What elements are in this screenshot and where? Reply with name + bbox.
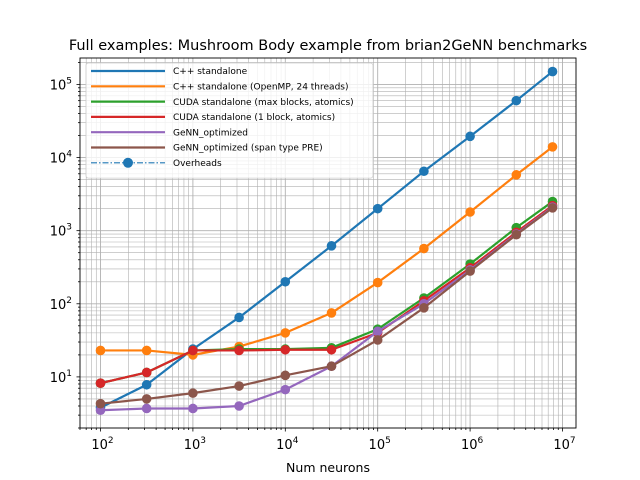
x-tick-label: 103 [184,436,206,453]
data-point [326,241,337,251]
data-point [141,394,152,404]
data-point [372,335,383,345]
data-point [372,326,383,337]
data-point [547,66,558,77]
y-tick-label: 104 [50,150,73,167]
data-point [188,388,198,398]
data-point [141,379,152,390]
data-point [234,312,244,323]
data-point [141,403,152,414]
x-tick-label: 102 [91,436,113,453]
series-layer [95,66,558,416]
x-axis-label: Num neurons [286,460,370,475]
legend-label: GeNN_optimized (span type PRE) [173,144,323,154]
data-point [419,303,429,313]
legend-label: C++ standalone (OpenMP, 24 threads) [173,83,348,93]
data-point [326,344,337,355]
data-point [465,266,475,276]
legend-label: C++ standalone [173,67,248,77]
data-point [95,378,106,388]
data-point [234,345,244,356]
x-tick-label: 104 [276,436,299,453]
data-point [280,328,291,338]
legend-label: CUDA standalone (1 block, atomics) [173,113,335,123]
data-point [280,384,291,395]
x-tick-label: 105 [369,436,391,453]
legend-label: Overheads [173,159,222,169]
data-point [95,398,106,409]
data-point [547,203,558,213]
data-point [280,276,291,287]
ticks: 102 103 104 105 106 107 101 102 103 104 105 [50,62,576,453]
data-point [280,370,291,381]
data-point [141,345,152,356]
legend: C++ standalone C++ standalone (OpenMP, 24… [85,62,374,179]
x-tick-label: 106 [461,436,484,453]
data-point [326,308,337,318]
data-point [141,367,152,378]
x-tick-label: 107 [553,436,575,453]
y-tick-label: 101 [50,369,72,386]
data-point [280,344,291,355]
data-point [511,170,522,180]
legend-marker [123,157,133,168]
data-point [511,95,522,106]
y-tick-label: 103 [50,223,72,240]
data-point [547,142,558,152]
data-point [234,381,244,391]
series-group [95,203,558,409]
data-point [511,229,522,240]
data-point [465,131,475,142]
y-tick-label: 105 [50,76,72,93]
data-point [188,403,198,414]
data-point [234,401,244,411]
legend-box [85,62,374,179]
plot-frame [79,57,577,429]
data-point [95,345,106,356]
y-tick-label: 102 [50,296,72,313]
data-point [465,207,475,217]
data-point [188,345,198,356]
data-point [419,243,429,254]
data-point [372,203,383,214]
data-point [372,277,383,288]
legend-label: CUDA standalone (max blocks, atomics) [173,98,354,108]
legend-label: GeNN_optimized [173,128,248,138]
chart-title: Full examples: Mushroom Body example fro… [69,38,587,54]
data-point [326,361,337,372]
data-point [419,166,429,177]
